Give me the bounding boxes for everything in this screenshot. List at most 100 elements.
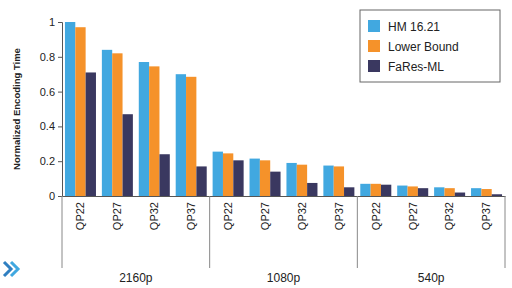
bars <box>65 22 502 196</box>
y-axis: 0 0.2 0.4 0.6 0.8 1 <box>40 16 63 202</box>
y-tick-label: 0.2 <box>40 155 55 167</box>
bar <box>260 160 270 196</box>
group-separator <box>62 196 63 268</box>
y-tick: 0.6 <box>40 86 62 98</box>
bar <box>186 77 196 196</box>
x-tick-label: QP27 <box>259 202 271 230</box>
bar <box>139 62 149 196</box>
x-tick: QP37 <box>333 196 345 230</box>
legend-entry: FaRes-ML <box>368 60 444 74</box>
y-axis-title: Normalized Encoding Time <box>11 48 22 170</box>
y-tick-mark <box>58 126 62 127</box>
bar <box>444 188 454 196</box>
x-tick-label: QP37 <box>185 202 197 230</box>
x-tick-label: QP32 <box>443 202 455 230</box>
bar <box>381 185 391 196</box>
legend: HM 16.21 Lower Bound FaRes-ML <box>360 10 500 82</box>
x-tick-label: QP37 <box>333 202 345 230</box>
bar <box>112 53 122 196</box>
x-tick-label: QP22 <box>370 202 382 230</box>
bar <box>176 74 186 196</box>
bar <box>334 166 344 196</box>
bar <box>223 153 233 196</box>
legend-box <box>360 10 500 82</box>
bar <box>297 165 307 196</box>
bar <box>323 166 333 196</box>
y-tick-mark <box>58 57 62 58</box>
bar <box>397 186 407 196</box>
bar <box>471 188 481 196</box>
bar <box>270 172 280 196</box>
x-tick: QP37 <box>185 196 197 230</box>
legend-swatch <box>368 20 380 32</box>
bar <box>481 189 491 196</box>
group-separator <box>357 196 358 268</box>
legend-entry: Lower Bound <box>368 40 459 54</box>
bar <box>250 159 260 196</box>
bar <box>307 183 317 196</box>
bar <box>123 114 133 196</box>
x-tick: QP27 <box>259 196 271 230</box>
group-label: 540p <box>418 271 445 285</box>
bar <box>65 22 75 196</box>
y-tick-label: 0.8 <box>40 51 55 63</box>
y-tick-mark <box>58 22 62 23</box>
bar <box>492 194 502 196</box>
x-tick: QP22 <box>74 196 86 230</box>
bar <box>360 184 370 196</box>
bar <box>159 154 169 196</box>
y-tick: 0.8 <box>40 51 62 63</box>
bar <box>213 152 223 196</box>
y-tick: 0.2 <box>40 155 62 167</box>
x-tick-label: QP27 <box>407 202 419 230</box>
bar <box>455 193 465 196</box>
x-axis: QP22 QP27 QP32 QP37 QP22 QP27 QP32 QP37 QP22 QP27… <box>63 196 506 230</box>
group-separator <box>505 196 506 268</box>
x-tick-label: QP32 <box>296 202 308 230</box>
legend-entry: HM 16.21 <box>368 20 440 34</box>
group-separators <box>62 196 505 268</box>
bar <box>75 27 85 196</box>
bar <box>286 163 296 196</box>
logo-chevron <box>4 262 11 276</box>
y-tick: 0.4 <box>40 120 62 132</box>
y-tick-label: 1 <box>49 16 55 28</box>
y-tick: 0 <box>49 190 62 202</box>
bar <box>344 187 354 196</box>
logo <box>4 262 18 276</box>
legend-label: HM 16.21 <box>388 20 440 34</box>
y-axis-line <box>58 23 63 197</box>
x-tick: QP37 <box>480 196 492 230</box>
y-tick-mark <box>58 92 62 93</box>
y-tick: 1 <box>49 16 62 28</box>
x-tick: QP22 <box>222 196 234 230</box>
logo-chevron <box>11 262 18 276</box>
y-tick-label: 0.4 <box>40 120 55 132</box>
bar <box>149 66 159 196</box>
x-tick: QP27 <box>407 196 419 230</box>
y-tick-label: 0 <box>49 190 55 202</box>
y-tick-label: 0.6 <box>40 86 55 98</box>
bar <box>408 186 418 196</box>
x-tick-label: QP32 <box>148 202 160 230</box>
group-label: 2160p <box>119 271 153 285</box>
bar <box>196 166 206 196</box>
bar <box>434 187 444 196</box>
legend-swatch <box>368 40 380 52</box>
bar <box>418 188 428 196</box>
bar <box>86 72 96 196</box>
group-separator <box>209 196 210 268</box>
y-tick-mark <box>58 196 62 197</box>
bar <box>233 160 243 196</box>
bar <box>102 50 112 196</box>
x-tick-label: QP22 <box>74 202 86 230</box>
x-tick: QP22 <box>370 196 382 230</box>
legend-swatch <box>368 60 380 72</box>
x-tick-label: QP22 <box>222 202 234 230</box>
x-tick: QP32 <box>443 196 455 230</box>
x-tick-label: QP37 <box>480 202 492 230</box>
x-tick: QP32 <box>296 196 308 230</box>
x-tick-label: QP27 <box>111 202 123 230</box>
x-tick: QP32 <box>148 196 160 230</box>
x-axis-line <box>63 196 506 197</box>
